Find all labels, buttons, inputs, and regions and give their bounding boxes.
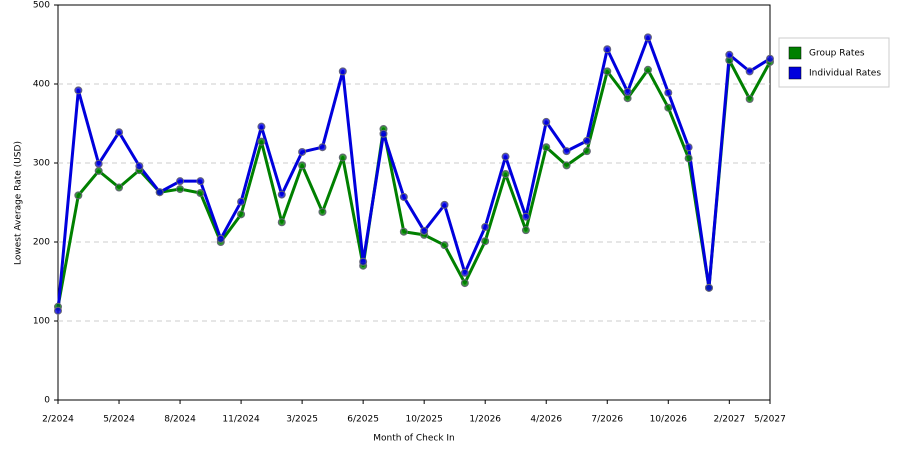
point bbox=[277, 190, 286, 199]
x-tick-label: 11/2024 bbox=[222, 415, 260, 425]
x-tick-label: 6/2025 bbox=[347, 415, 379, 425]
point bbox=[643, 65, 652, 74]
legend-swatch bbox=[788, 66, 802, 80]
point bbox=[501, 152, 510, 161]
point bbox=[277, 218, 286, 227]
point bbox=[257, 122, 266, 131]
x-tick-label: 10/2025 bbox=[405, 415, 442, 425]
point bbox=[94, 159, 103, 168]
x-tick-label: 2/2027 bbox=[713, 415, 745, 425]
point bbox=[501, 170, 510, 179]
x-tick-label: 8/2024 bbox=[164, 415, 196, 425]
point bbox=[338, 67, 347, 76]
point bbox=[196, 177, 205, 186]
y-tick-label: 400 bbox=[33, 80, 50, 90]
legend-swatch bbox=[788, 46, 802, 60]
point bbox=[481, 237, 490, 246]
point bbox=[603, 45, 612, 54]
point bbox=[542, 143, 551, 152]
point bbox=[359, 257, 368, 266]
x-tick-label: 5/2024 bbox=[103, 415, 135, 425]
point bbox=[54, 306, 62, 315]
point bbox=[623, 87, 632, 96]
y-tick-label: 100 bbox=[33, 317, 50, 327]
point bbox=[135, 162, 144, 171]
point bbox=[460, 268, 469, 277]
y-tick-label: 300 bbox=[33, 159, 50, 169]
x-tick-label: 2/2024 bbox=[42, 415, 74, 425]
point bbox=[399, 227, 408, 236]
point bbox=[725, 50, 734, 59]
point bbox=[196, 189, 205, 198]
point bbox=[481, 222, 490, 231]
y-tick-label: 200 bbox=[33, 238, 50, 248]
legend-label: Individual Rates bbox=[809, 69, 881, 79]
point bbox=[684, 143, 693, 152]
point bbox=[562, 161, 571, 170]
x-tick-label: 7/2026 bbox=[591, 415, 623, 425]
point bbox=[745, 95, 754, 104]
point bbox=[338, 153, 347, 162]
point bbox=[420, 226, 429, 235]
point bbox=[440, 241, 449, 250]
point bbox=[664, 103, 673, 112]
y-tick-label: 500 bbox=[33, 1, 50, 11]
x-tick-label: 5/2027 bbox=[754, 415, 786, 425]
point bbox=[542, 117, 551, 126]
point bbox=[664, 88, 673, 97]
point bbox=[176, 177, 185, 186]
point bbox=[155, 188, 164, 197]
point bbox=[704, 283, 713, 292]
x-axis-label: Month of Check In bbox=[373, 434, 455, 444]
point bbox=[237, 210, 246, 219]
x-tick-label: 1/2026 bbox=[469, 415, 501, 425]
point bbox=[94, 166, 103, 175]
point bbox=[74, 191, 83, 200]
point bbox=[643, 33, 652, 42]
point bbox=[298, 147, 307, 156]
point bbox=[379, 129, 388, 138]
point bbox=[216, 234, 225, 243]
y-tick-label: 0 bbox=[44, 396, 50, 406]
point bbox=[745, 67, 754, 76]
point bbox=[603, 67, 612, 76]
point bbox=[399, 192, 408, 201]
point bbox=[582, 136, 591, 145]
y-axis-label: Lowest Average Rate (USD) bbox=[14, 141, 24, 265]
point bbox=[115, 128, 124, 137]
point bbox=[298, 161, 307, 170]
point bbox=[440, 200, 449, 209]
point bbox=[237, 197, 246, 206]
point bbox=[257, 137, 266, 146]
plot-area bbox=[57, 4, 771, 401]
point bbox=[115, 183, 124, 192]
x-tick-label: 10/2026 bbox=[650, 415, 688, 425]
legend-box bbox=[778, 37, 890, 88]
point bbox=[318, 143, 327, 152]
point bbox=[582, 147, 591, 156]
point bbox=[318, 207, 327, 216]
point bbox=[684, 154, 693, 163]
point bbox=[460, 279, 469, 288]
x-tick-label: 4/2026 bbox=[530, 415, 562, 425]
point bbox=[176, 185, 185, 194]
point bbox=[74, 86, 83, 95]
legend-label: Group Rates bbox=[809, 49, 865, 59]
point bbox=[562, 147, 571, 156]
point bbox=[521, 226, 530, 235]
x-tick-label: 3/2025 bbox=[286, 415, 318, 425]
point bbox=[521, 212, 530, 221]
point bbox=[766, 54, 774, 63]
